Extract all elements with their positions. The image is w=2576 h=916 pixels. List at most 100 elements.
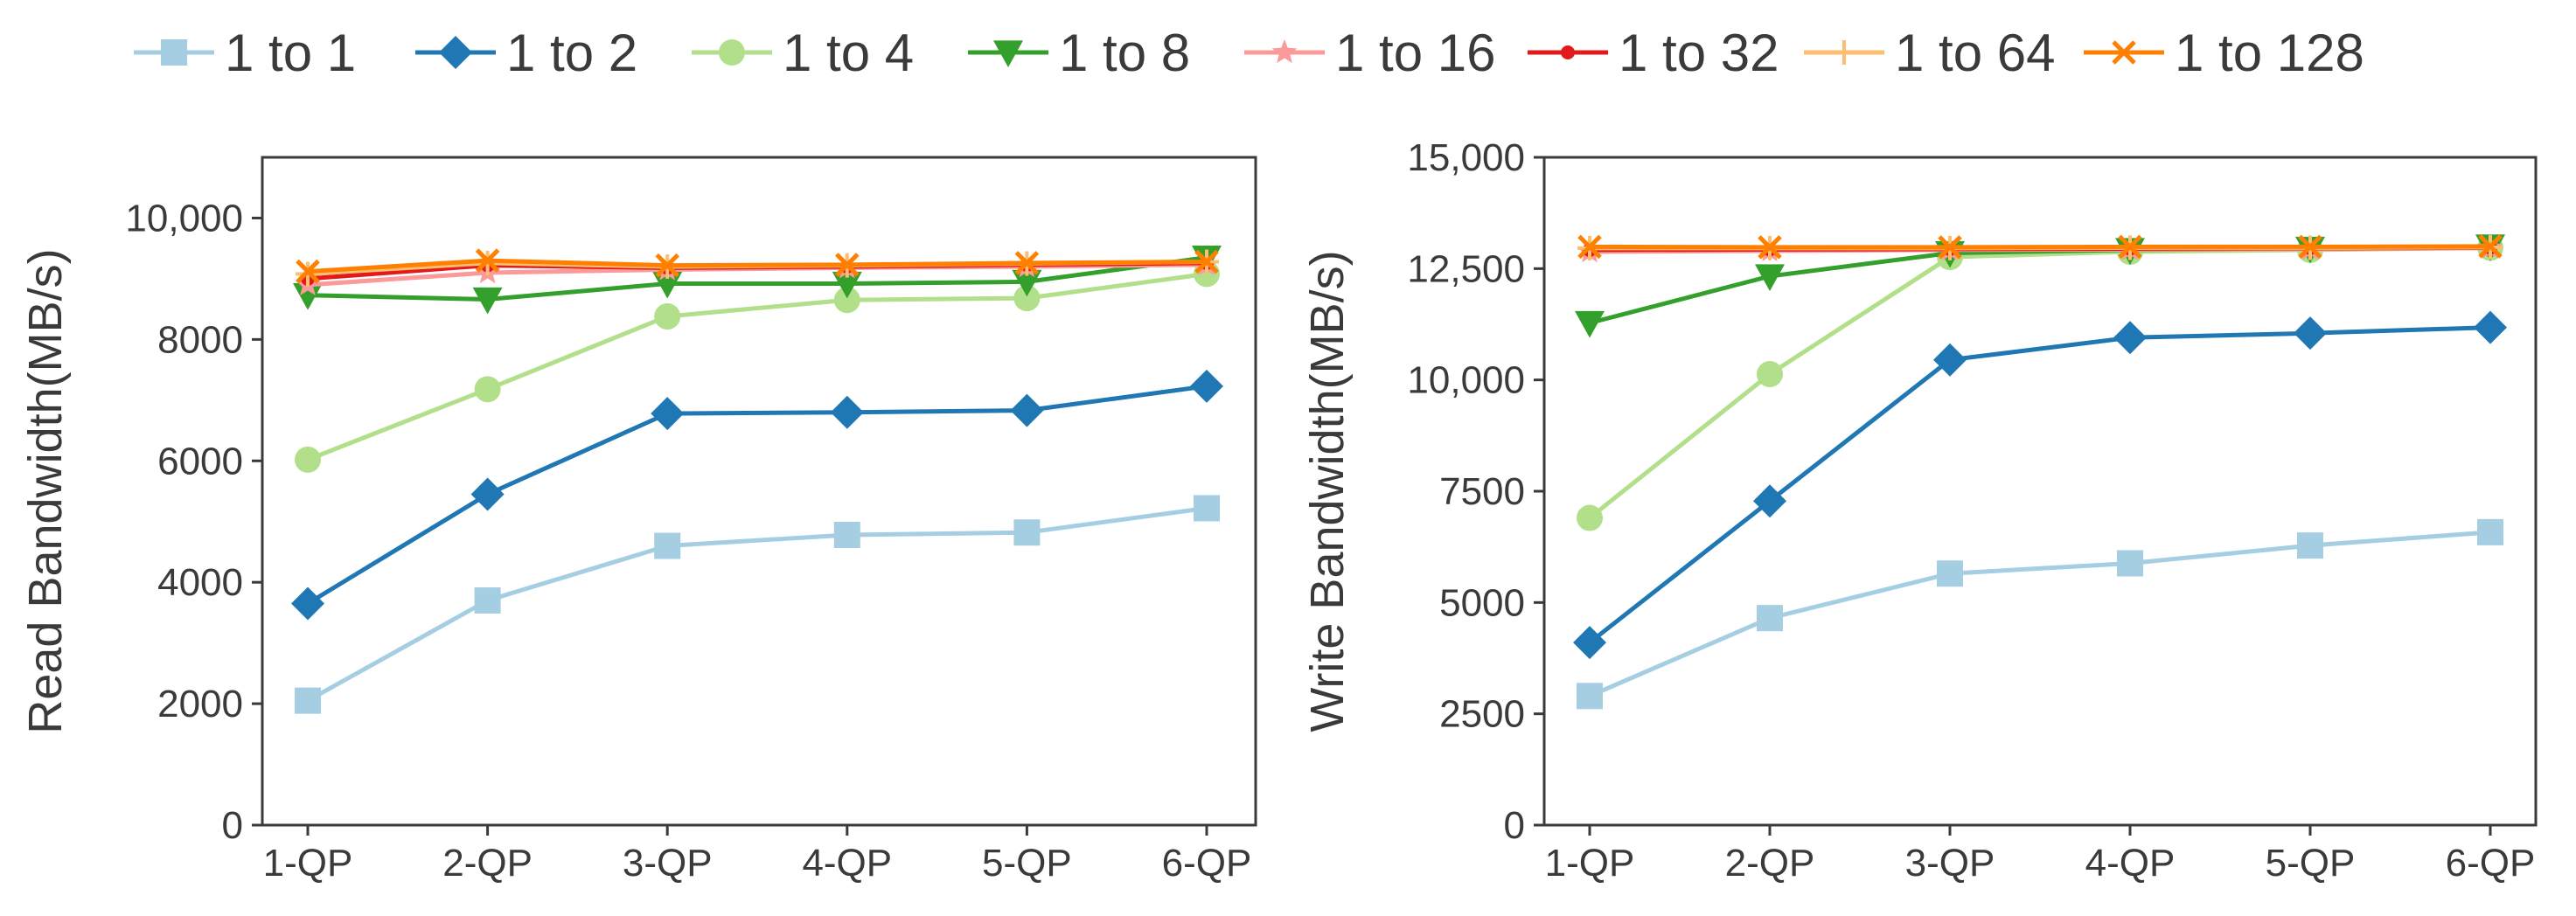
read-y-tick-label: 8000: [157, 318, 243, 361]
write-point-1-to-2: [1933, 343, 1967, 377]
write-point-1-to-1: [2117, 550, 2143, 577]
read-series-line-1-to-8: [307, 255, 1208, 302]
read-x-tick-label: 3-QP: [623, 842, 713, 885]
write-point-1-to-1: [2297, 532, 2323, 559]
write-point-1-to-1: [1937, 560, 1963, 587]
read-point-1-to-128: [1014, 251, 1040, 275]
write-point-1-to-1: [2477, 518, 2503, 545]
write-point-1-to-2: [1573, 626, 1606, 660]
write-point-1-to-2: [1753, 484, 1786, 518]
write-x-tick-label: 5-QP: [2266, 842, 2356, 885]
read-point-1-to-4: [654, 302, 681, 330]
legend-label-1-to-128: 1 to 128: [2175, 24, 2364, 82]
write-series-line-1-to-128: [1589, 244, 2491, 250]
legend-marker-1-to-1: [161, 39, 187, 66]
read-point-1-to-4: [833, 287, 860, 314]
write-x-tick-label: 1-QP: [1545, 842, 1635, 885]
legend-label-1-to-4: 1 to 4: [783, 24, 914, 82]
read-point-1-to-1: [295, 687, 321, 714]
write-x-tick-label: 3-QP: [1905, 842, 1995, 885]
write-series-line-1-to-1: [1589, 530, 2491, 698]
read-y-tick-label: 6000: [157, 440, 243, 482]
write-y-tick-label: 12,500: [1407, 247, 1525, 290]
legend-marker-1-to-8: [993, 40, 1023, 67]
read-point-1-to-8: [293, 283, 323, 310]
read-point-1-to-8: [652, 271, 683, 299]
read-point-1-to-128: [475, 248, 500, 273]
read-point-1-to-2: [470, 477, 505, 511]
write-x-tick-label: 2-QP: [1725, 842, 1815, 885]
legend-label-1-to-64: 1 to 64: [1895, 24, 2056, 82]
write-point-1-to-1: [1757, 605, 1783, 632]
legend-label-1-to-8: 1 to 8: [1059, 24, 1190, 82]
read-point-1-to-2: [1190, 369, 1223, 403]
legend-marker-1-to-128: [2112, 40, 2136, 65]
write-y-tick-label: 7500: [1439, 470, 1525, 513]
read-point-1-to-2: [291, 586, 324, 621]
read-point-1-to-8: [832, 271, 862, 299]
legend-item-1-to-128: 1 to 128: [2084, 24, 2364, 82]
read-x-tick-label: 1-QP: [263, 842, 353, 885]
write-x-tick-label: 4-QP: [2085, 842, 2176, 885]
read-series-line-1-to-128: [307, 258, 1208, 274]
read-point-1-to-1: [654, 532, 681, 559]
write-series-line-1-to-8: [1589, 244, 2491, 325]
write-point-1-to-128: [1577, 234, 1602, 260]
read-point-1-to-2: [830, 395, 864, 429]
write-point-1-to-2: [2294, 316, 2327, 350]
read-point-1-to-128: [1194, 249, 1219, 274]
read-series-1-to-1: [295, 495, 1220, 714]
read-point-1-to-4: [1013, 285, 1041, 312]
read-y-axis-title: Read Bandwidth(MB/s): [19, 248, 72, 733]
read-y-tick-label: 10,000: [125, 197, 243, 239]
write-y-tick-label: 5000: [1439, 581, 1525, 624]
write-y-tick-label: 10,000: [1407, 359, 1525, 402]
write-point-1-to-128: [2478, 234, 2503, 259]
write-point-1-to-1: [1577, 683, 1603, 710]
write-point-1-to-8: [1755, 264, 1785, 291]
read-point-1-to-4: [474, 376, 501, 403]
write-point-1-to-128: [1938, 235, 1962, 260]
read-y-tick-label: 0: [222, 804, 243, 847]
read-series-1-to-2: [291, 369, 1223, 621]
read-x-tick-label: 2-QP: [442, 842, 533, 885]
read-point-1-to-1: [1013, 519, 1041, 546]
write-point-1-to-128: [2298, 234, 2322, 260]
write-series-1-to-1: [1577, 518, 2503, 710]
read-series-line-1-to-2: [306, 384, 1208, 606]
write-point-1-to-4: [1757, 361, 1783, 388]
read-point-1-to-2: [1010, 393, 1044, 427]
legend-marker-1-to-2: [439, 36, 472, 69]
write-y-tick-label: 0: [1504, 804, 1525, 847]
read-plot-frame: [261, 156, 1257, 827]
legend-item-1-to-64: 1 to 64: [1804, 24, 2056, 82]
write-series-1-to-2: [1573, 310, 2507, 660]
write-x-tick-label: 6-QP: [2446, 842, 2536, 885]
write-point-1-to-4: [1577, 504, 1603, 531]
read-point-1-to-1: [474, 587, 501, 614]
read-series-1-to-8: [293, 246, 1222, 315]
legend-marker-1-to-16: [1271, 39, 1298, 64]
legend-label-1-to-32: 1 to 32: [1619, 24, 1779, 82]
write-y-axis-title: Write Bandwidth(MB/s): [1301, 250, 1354, 732]
read-point-1-to-128: [655, 253, 679, 278]
write-point-1-to-128: [1758, 235, 1782, 260]
legend-label-1-to-1: 1 to 1: [225, 24, 356, 82]
read-point-1-to-128: [835, 253, 860, 277]
read-series-1-to-4: [295, 260, 1220, 473]
legend-item-1-to-16: 1 to 16: [1244, 24, 1496, 82]
read-point-1-to-1: [1194, 495, 1220, 522]
write-y-tick-label: 2500: [1439, 693, 1525, 736]
write-y-tick-label: 15,000: [1407, 136, 1525, 179]
legend-marker-1-to-4: [719, 39, 745, 66]
read-series-line-1-to-1: [306, 505, 1208, 703]
read-point-1-to-8: [472, 287, 503, 315]
read-series-line-1-to-4: [307, 271, 1208, 462]
write-point-1-to-128: [2118, 234, 2142, 260]
read-x-tick-label: 4-QP: [802, 842, 892, 885]
read-point-1-to-2: [651, 397, 685, 431]
read-x-tick-label: 5-QP: [982, 842, 1072, 885]
write-series-1-to-4: [1577, 234, 2503, 531]
read-point-1-to-128: [296, 259, 320, 284]
legend-item-1-to-8: 1 to 8: [968, 24, 1190, 82]
